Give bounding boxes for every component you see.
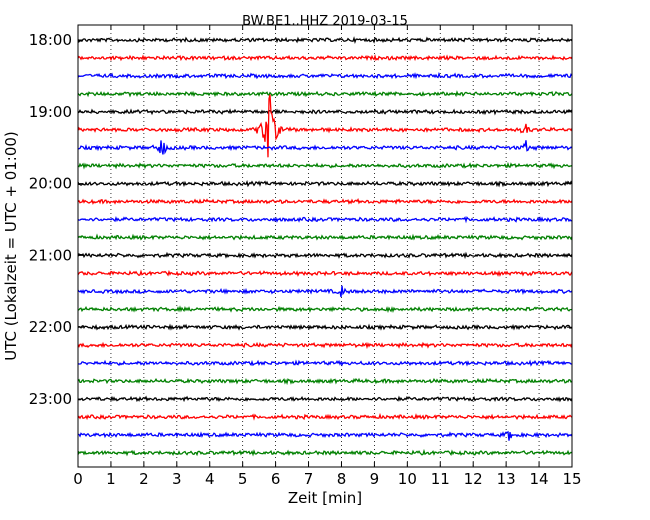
y-tick-label: 20:00 <box>29 175 72 193</box>
trace-row-2315 <box>77 412 573 421</box>
x-tick-label: 15 <box>562 470 581 488</box>
x-tick-label: 8 <box>337 470 347 488</box>
x-tick-label: 12 <box>464 470 483 488</box>
grid-lines <box>110 25 540 467</box>
trace-row-2115 <box>77 269 573 277</box>
trace-row-2145 <box>77 305 573 314</box>
y-tick-label: 22:00 <box>29 318 72 336</box>
x-axis: 0 1 2 3 4 5 6 7 8 9 10 11 12 13 14 15 <box>73 25 582 488</box>
trace-row-1830 <box>77 71 573 80</box>
x-tick-label: 4 <box>205 470 215 488</box>
x-tick-label: 0 <box>73 470 83 488</box>
trace-row-1930 <box>77 140 573 155</box>
plot-frame <box>77 24 573 468</box>
trace-row-1800 <box>77 36 573 44</box>
trace-row-2015 <box>77 198 573 205</box>
trace-row-2215 <box>77 341 573 350</box>
trace-row-2345 <box>77 448 573 457</box>
x-tick-label: 6 <box>271 470 281 488</box>
traces <box>77 36 573 457</box>
x-tick-label: 9 <box>370 470 380 488</box>
trace-row-2100 <box>77 251 573 260</box>
y-tick-label: 19:00 <box>29 103 72 121</box>
chart-title: BW.BE1..HHZ 2019-03-15 <box>242 14 408 29</box>
y-tick-label: 18:00 <box>29 31 72 49</box>
trace-row-2130 <box>77 285 573 298</box>
trace-row-2000 <box>77 179 573 188</box>
trace-row-2330 <box>77 430 573 441</box>
trace-row-1900 <box>77 108 573 116</box>
y-tick-label: 21:00 <box>29 246 72 264</box>
trace-row-1815 <box>77 53 573 62</box>
x-tick-label: 2 <box>139 470 149 488</box>
x-axis-label: Zeit [min] <box>288 489 362 507</box>
x-tick-label: 14 <box>530 470 549 488</box>
trace-row-1945 <box>77 161 573 170</box>
trace-row-2030 <box>77 215 573 224</box>
x-tick-label: 3 <box>172 470 182 488</box>
x-tick-label: 5 <box>238 470 248 488</box>
x-tick-label: 7 <box>304 470 314 488</box>
x-tick-label: 11 <box>431 470 450 488</box>
x-tick-label: 1 <box>106 470 116 488</box>
trace-row-2230 <box>77 359 572 367</box>
y-axis: 18:00 19:00 20:00 21:00 22:00 23:00 <box>29 31 572 408</box>
trace-row-2245 <box>77 377 573 386</box>
trace-row-1915 <box>77 94 573 158</box>
trace-row-1845 <box>77 90 573 98</box>
trace-row-2045 <box>77 233 573 241</box>
trace-row-2300 <box>77 395 573 403</box>
trace-row-2200 <box>77 323 573 331</box>
x-tick-label: 10 <box>398 470 417 488</box>
x-tick-label: 13 <box>497 470 516 488</box>
y-tick-label: 23:00 <box>29 390 72 408</box>
y-axis-label: UTC (Lokalzeit = UTC + 01:00) <box>2 131 20 361</box>
